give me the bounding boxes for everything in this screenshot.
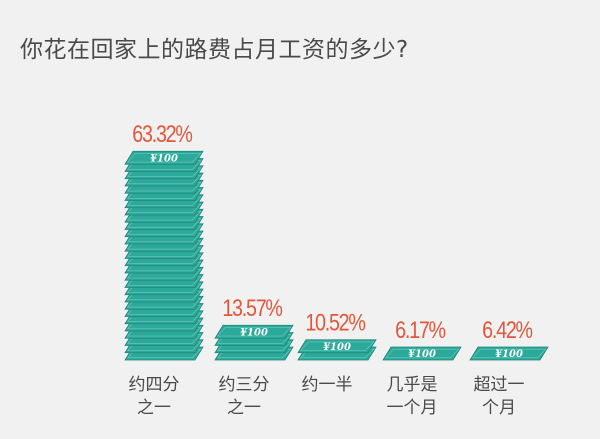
bill-border-1-3 [217,327,292,337]
bar-3: ¥100 [382,346,462,361]
category-label-3-1: 一个月 [387,398,438,418]
category-label-4-1: 个月 [482,398,516,418]
value-label-2: 10.52% [305,309,365,336]
bill-border-2-1 [300,341,375,351]
bill-text-1: ¥100 [240,327,268,338]
bill-4-0 [469,346,549,361]
bill-text-4: ¥100 [495,349,523,360]
value-label-4: 6.42% [482,316,532,343]
category-label-0-0: 约四分 [129,375,180,395]
value-label-0: 63.32% [132,120,192,147]
category-label-3-0: 几乎是 [387,375,438,395]
bar-4: ¥100 [469,346,549,361]
bill-border-4-0 [472,348,547,359]
bar-2: ¥100 [297,339,377,361]
value-label-1: 13.57% [222,294,282,321]
bill-text-0: ¥100 [150,153,178,164]
bill-border-3-0 [385,348,460,359]
bill-text-2: ¥100 [323,342,351,353]
bill-2-1 [297,339,377,354]
bill-text-3: ¥100 [408,349,436,360]
bill-border-0-27 [127,153,202,163]
bill-3-0 [382,346,462,361]
category-label-2-0: 约一半 [302,375,353,395]
category-label-1-0: 约三分 [219,375,270,395]
bar-1: ¥100 [214,324,294,361]
chart-title: 你花在回家上的路费占月工资的多少? [20,37,409,63]
bill-1-3 [214,324,294,339]
category-label-4-0: 超过一 [474,375,525,395]
category-label-0-1: 之一 [137,398,171,418]
bill-0-27 [124,150,204,165]
bar-0: ¥100 [124,150,204,361]
category-label-1-1: 之一 [227,398,261,418]
value-label-3: 6.17% [395,316,445,343]
